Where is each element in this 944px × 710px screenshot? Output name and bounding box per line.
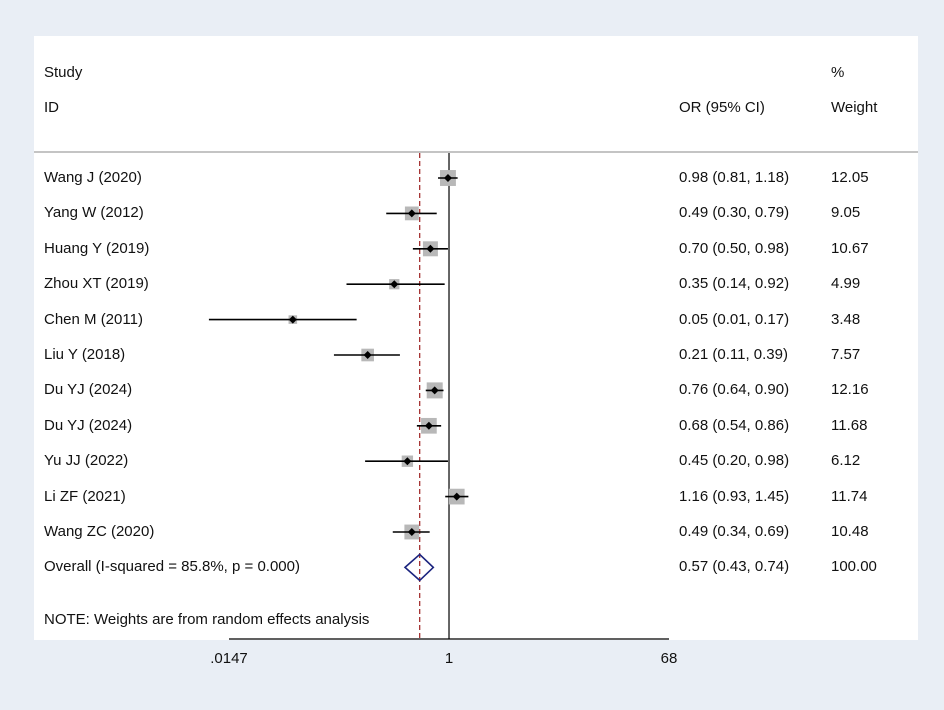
study-point-estimate	[430, 386, 439, 395]
study-ci-text: 0.49 (0.34, 0.69)	[679, 523, 790, 540]
study-ci-text: 0.45 (0.20, 0.98)	[679, 452, 790, 470]
study-point-estimate	[424, 421, 433, 430]
study-ci-text: 0.70 (0.50, 0.98)	[679, 239, 790, 257]
study-label: Du YJ (2024)	[44, 381, 133, 399]
study-weight: 11.74	[831, 487, 868, 505]
study-ci-text: 0.68 (0.54, 0.86)	[679, 416, 790, 434]
study-point-estimate	[407, 209, 416, 218]
header-weight: Weight	[831, 99, 878, 116]
study-weight: 10.48	[831, 523, 869, 540]
study-point-estimate	[403, 457, 412, 466]
header-weight-pct: %	[831, 64, 845, 81]
study-ci-text: 0.05 (0.01, 0.17)	[679, 310, 790, 328]
study-point-estimate	[407, 528, 416, 536]
overall-ci-text: 0.57 (0.43, 0.74)	[679, 558, 790, 576]
study-label: Wang J (2020)	[44, 169, 142, 186]
overall-label: Overall (I-squared = 85.8%, p = 0.000)	[44, 558, 300, 576]
header-ci: OR (95% CI)	[679, 99, 765, 116]
study-label: Li ZF (2021)	[44, 487, 126, 505]
study-label: Zhou XT (2019)	[44, 275, 149, 293]
study-ci-text: 0.76 (0.64, 0.90)	[679, 381, 790, 399]
study-label: Du YJ (2024)	[44, 416, 133, 434]
study-label: Chen M (2011)	[44, 310, 143, 328]
study-point-estimate	[426, 244, 435, 253]
header-id: ID	[44, 99, 59, 116]
header-study: Study	[44, 64, 83, 81]
study-point-estimate	[288, 315, 297, 324]
study-label: Huang Y (2019)	[44, 239, 150, 257]
study-weight: 7.57	[831, 346, 861, 363]
study-weight: 4.99	[831, 275, 861, 293]
study-ci-text: 1.16 (0.93, 1.45)	[679, 487, 790, 505]
study-point-estimate	[363, 351, 372, 359]
study-weight: 9.05	[831, 204, 861, 222]
study-weight: 6.12	[831, 452, 861, 470]
x-tick-label: 68	[660, 650, 678, 667]
study-label: Wang ZC (2020)	[44, 523, 155, 540]
study-label: Yu JJ (2022)	[44, 452, 129, 470]
x-tick-label: 1	[444, 650, 454, 667]
forest-plot-panel: Study ID OR (95% CI) % Weight Wang J (20…	[34, 36, 918, 667]
study-weight: 10.67	[831, 239, 869, 257]
note-text: NOTE: Weights are from random effects an…	[44, 611, 370, 628]
study-ci-text: 0.21 (0.11, 0.39)	[679, 346, 788, 363]
study-weight: 12.05	[831, 169, 869, 186]
overall-diamond	[403, 553, 435, 582]
study-label: Liu Y (2018)	[44, 346, 126, 363]
study-label: Yang W (2012)	[44, 204, 144, 222]
overall-weight: 100.00	[831, 558, 877, 576]
study-point-estimate	[390, 280, 399, 289]
study-weight: 3.48	[831, 310, 861, 328]
study-ci-text: 0.35 (0.14, 0.92)	[679, 275, 790, 293]
study-ci-text: 0.49 (0.30, 0.79)	[679, 204, 790, 222]
forest-plot-svg	[34, 151, 918, 640]
study-weight: 12.16	[831, 381, 869, 399]
study-ci-text: 0.98 (0.81, 1.18)	[679, 169, 790, 186]
study-point-estimate	[443, 174, 452, 182]
study-point-estimate	[452, 492, 461, 501]
x-tick-label: .0147	[210, 650, 248, 667]
study-weight: 11.68	[831, 416, 868, 434]
